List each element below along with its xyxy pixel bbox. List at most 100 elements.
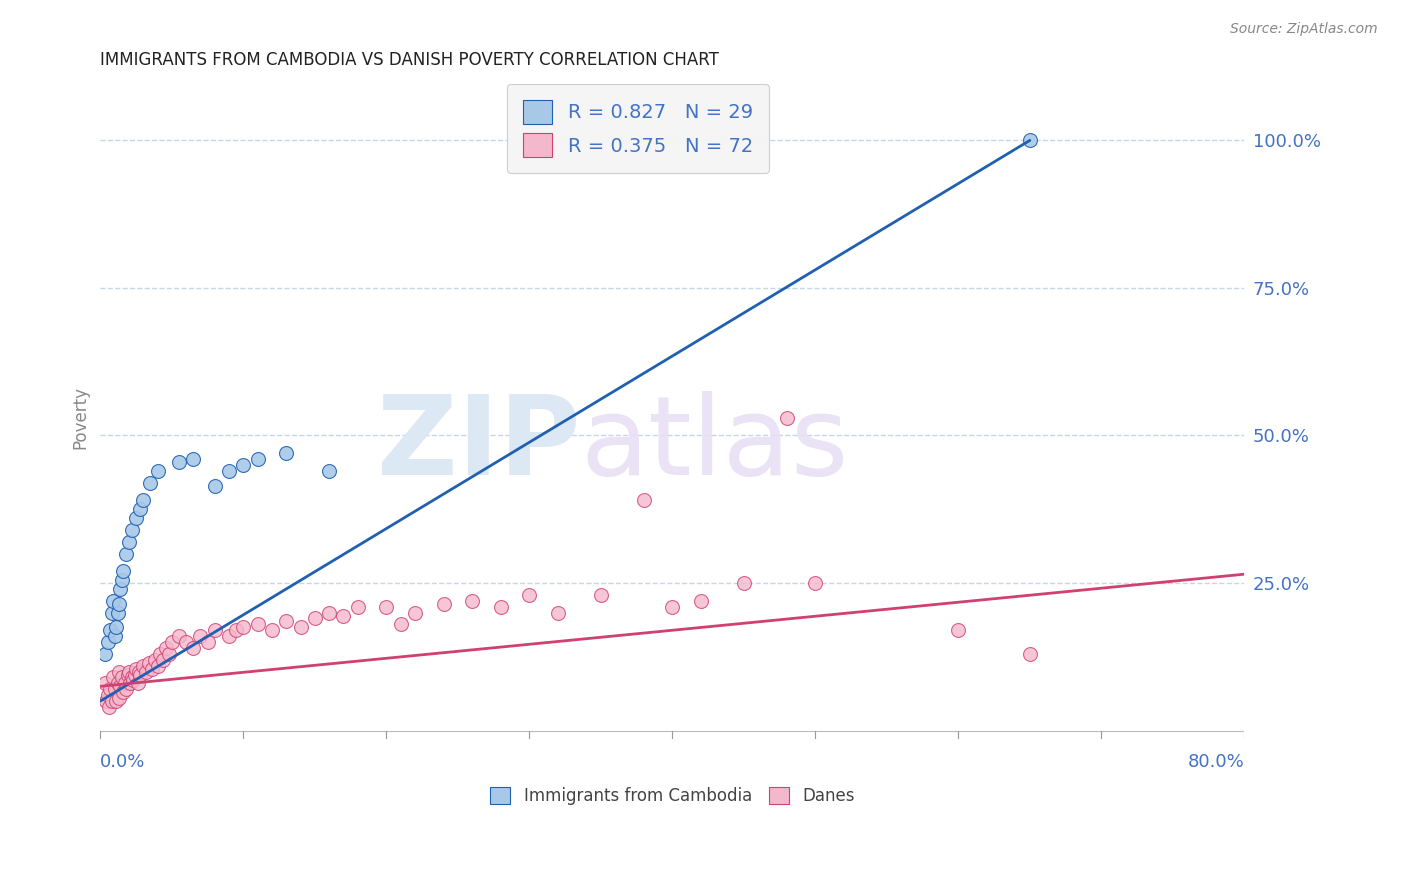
Point bbox=[174, 635, 197, 649]
Point bbox=[246, 452, 269, 467]
Point bbox=[96, 635, 118, 649]
Point bbox=[290, 620, 312, 634]
Point bbox=[232, 620, 254, 634]
Point bbox=[101, 694, 124, 708]
Point bbox=[121, 671, 143, 685]
Point bbox=[103, 593, 125, 607]
Point bbox=[108, 597, 131, 611]
Point bbox=[246, 617, 269, 632]
Point bbox=[218, 464, 240, 478]
Point bbox=[204, 624, 226, 638]
Point bbox=[276, 615, 298, 629]
Point bbox=[101, 606, 124, 620]
Point bbox=[152, 653, 174, 667]
Point bbox=[117, 667, 139, 681]
Point bbox=[135, 665, 157, 679]
Point bbox=[260, 624, 283, 638]
Point bbox=[167, 455, 190, 469]
Point bbox=[132, 493, 155, 508]
Point bbox=[346, 599, 368, 614]
Point bbox=[204, 478, 226, 492]
Text: atlas: atlas bbox=[581, 392, 849, 499]
Point bbox=[375, 599, 398, 614]
Point bbox=[143, 653, 166, 667]
Point bbox=[94, 694, 117, 708]
Point bbox=[108, 665, 131, 679]
Point bbox=[125, 662, 148, 676]
Y-axis label: Poverty: Poverty bbox=[72, 386, 89, 450]
Point bbox=[304, 611, 326, 625]
Point bbox=[104, 682, 127, 697]
Point bbox=[111, 573, 134, 587]
Point bbox=[104, 629, 127, 643]
Point bbox=[160, 635, 183, 649]
Point bbox=[461, 593, 484, 607]
Point bbox=[276, 446, 298, 460]
Point bbox=[776, 410, 799, 425]
Point bbox=[129, 502, 152, 516]
Point bbox=[218, 629, 240, 643]
Point bbox=[318, 606, 340, 620]
Point bbox=[114, 676, 136, 690]
Point bbox=[107, 676, 129, 690]
Point bbox=[118, 534, 141, 549]
Point bbox=[105, 620, 128, 634]
Legend: Immigrants from Cambodia, Danes: Immigrants from Cambodia, Danes bbox=[482, 779, 863, 814]
Point bbox=[110, 679, 132, 693]
Point bbox=[181, 640, 204, 655]
Point bbox=[108, 691, 131, 706]
Point bbox=[733, 576, 755, 591]
Point bbox=[98, 624, 121, 638]
Point bbox=[181, 452, 204, 467]
Point bbox=[633, 493, 655, 508]
Point bbox=[125, 511, 148, 525]
Point bbox=[155, 640, 177, 655]
Point bbox=[120, 676, 142, 690]
Point bbox=[197, 635, 219, 649]
Point bbox=[1018, 133, 1040, 147]
Point bbox=[118, 665, 141, 679]
Point bbox=[103, 671, 125, 685]
Point bbox=[517, 588, 540, 602]
Text: ZIP: ZIP bbox=[377, 392, 581, 499]
Point bbox=[110, 582, 132, 596]
Point bbox=[232, 458, 254, 472]
Point bbox=[167, 629, 190, 643]
Point bbox=[146, 464, 169, 478]
Point bbox=[661, 599, 683, 614]
Point bbox=[98, 682, 121, 697]
Point bbox=[332, 608, 354, 623]
Point bbox=[804, 576, 827, 591]
Point bbox=[111, 671, 134, 685]
Point bbox=[404, 606, 426, 620]
Point bbox=[489, 599, 512, 614]
Text: 0.0%: 0.0% bbox=[100, 753, 146, 771]
Point bbox=[97, 700, 120, 714]
Point bbox=[589, 588, 612, 602]
Point bbox=[1018, 647, 1040, 661]
Point bbox=[432, 597, 454, 611]
Point bbox=[690, 593, 713, 607]
Point bbox=[105, 694, 128, 708]
Text: IMMIGRANTS FROM CAMBODIA VS DANISH POVERTY CORRELATION CHART: IMMIGRANTS FROM CAMBODIA VS DANISH POVER… bbox=[100, 51, 720, 69]
Point bbox=[129, 667, 152, 681]
Point bbox=[124, 667, 146, 681]
Point bbox=[132, 658, 155, 673]
Point bbox=[93, 676, 115, 690]
Point bbox=[190, 629, 212, 643]
Text: Source: ZipAtlas.com: Source: ZipAtlas.com bbox=[1230, 22, 1378, 37]
Point bbox=[115, 547, 138, 561]
Point bbox=[93, 647, 115, 661]
Text: 80.0%: 80.0% bbox=[1188, 753, 1244, 771]
Point bbox=[112, 685, 135, 699]
Point bbox=[146, 658, 169, 673]
Point bbox=[139, 475, 162, 490]
Point bbox=[112, 564, 135, 578]
Point bbox=[138, 656, 160, 670]
Point bbox=[149, 647, 172, 661]
Point bbox=[128, 665, 150, 679]
Point bbox=[121, 523, 143, 537]
Point bbox=[225, 624, 247, 638]
Point bbox=[318, 464, 340, 478]
Point bbox=[157, 647, 180, 661]
